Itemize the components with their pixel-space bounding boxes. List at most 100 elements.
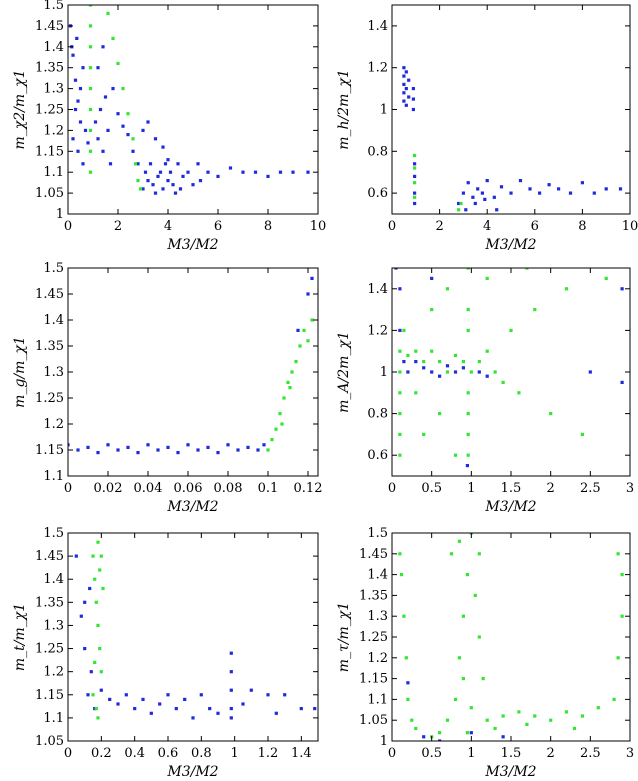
point-blue [483,197,487,201]
plot-frame [391,267,631,477]
point-blue [166,693,170,697]
x-tick-label: 0.04 [134,481,163,496]
point-green [414,391,418,395]
point-green [414,349,418,353]
point-blue [73,78,78,82]
x-tick-label: 0 [64,219,72,234]
point-green [469,370,473,374]
x-tick-label: 1.2 [258,746,279,761]
point-blue [116,448,120,452]
point-blue [557,187,561,191]
point-blue [216,451,220,455]
point-green [477,635,481,639]
point-green [413,181,417,185]
point-green [96,716,100,720]
point-green [509,328,513,332]
plot-frame [67,4,319,215]
point-green [466,391,470,395]
point-blue [407,95,411,99]
point-green [99,670,103,674]
point-blue [166,445,170,449]
x-axis-label: M3/M2 [484,764,536,780]
point-blue [430,276,434,280]
y-tick-label: 1.35 [35,339,64,354]
point-blue [402,99,406,103]
x-tick-label: 0.4 [124,746,145,761]
series-blue [74,554,317,720]
point-blue [402,66,406,70]
point-green [88,5,93,7]
point-green [453,353,458,357]
point-green [445,287,450,291]
y-tick-label: 1.15 [35,688,64,703]
point-blue [83,600,87,604]
point-blue [283,693,287,697]
point-blue [121,124,125,128]
point-green [461,360,465,364]
y-tick-label: 1.3 [367,609,388,624]
y-tick-label: 1.4 [43,572,64,587]
point-green [298,344,302,348]
y-tick-label: 1.4 [367,19,388,34]
point-blue [74,554,78,558]
point-blue [414,360,418,364]
point-blue [143,170,148,174]
point-blue [509,191,513,195]
point-blue [310,276,314,280]
point-blue [485,179,489,183]
x-tick-label: 6 [214,219,222,234]
point-blue [313,707,317,711]
point-green [517,710,521,714]
point-blue [495,208,499,212]
point-blue [404,87,408,91]
point-blue [438,739,442,741]
point-green [549,412,553,416]
series-green [88,5,143,191]
y-tick-label: 1.2 [367,323,388,338]
point-green [457,208,461,212]
point-green [398,552,402,556]
point-green [94,600,98,604]
y-tick-label: 1.5 [43,261,64,276]
point-blue [101,149,105,153]
point-blue [216,174,220,178]
point-blue [422,735,426,739]
point-green [88,45,93,49]
point-green [96,623,100,627]
point-blue [146,120,150,124]
x-tick-label: 2 [114,219,122,234]
x-tick-label: 1.4 [291,746,312,761]
x-tick-label: 6 [531,219,539,234]
point-blue [228,166,233,170]
point-blue [161,145,165,149]
point-blue [124,693,128,697]
point-blue [398,328,402,332]
point-blue [96,137,100,141]
point-blue [136,451,140,455]
y-tick-label: 1.15 [35,443,64,458]
point-green [459,201,463,206]
point-green [422,360,426,364]
point-green [398,432,402,436]
point-blue [306,170,310,174]
point-blue [296,328,300,332]
point-blue [262,443,266,447]
x-tick-label: 0.6 [158,746,179,761]
y-tick-label: 1.05 [35,186,64,201]
point-blue [604,187,608,191]
point-green [398,412,402,416]
y-tick-label: 1 [56,207,64,222]
point-blue [413,191,417,195]
point-green [422,432,426,436]
series-green [398,533,624,739]
point-green [98,568,102,572]
y-tick-label: 1.25 [35,642,64,657]
y-tick-label: 1.45 [359,547,388,562]
x-tick-label: 2.5 [580,746,601,761]
point-blue [96,66,100,70]
point-green [430,349,434,353]
x-tick-label: 2 [547,481,555,496]
x-tick-label: 8 [578,219,586,234]
point-green [580,714,584,718]
point-blue [151,183,155,187]
